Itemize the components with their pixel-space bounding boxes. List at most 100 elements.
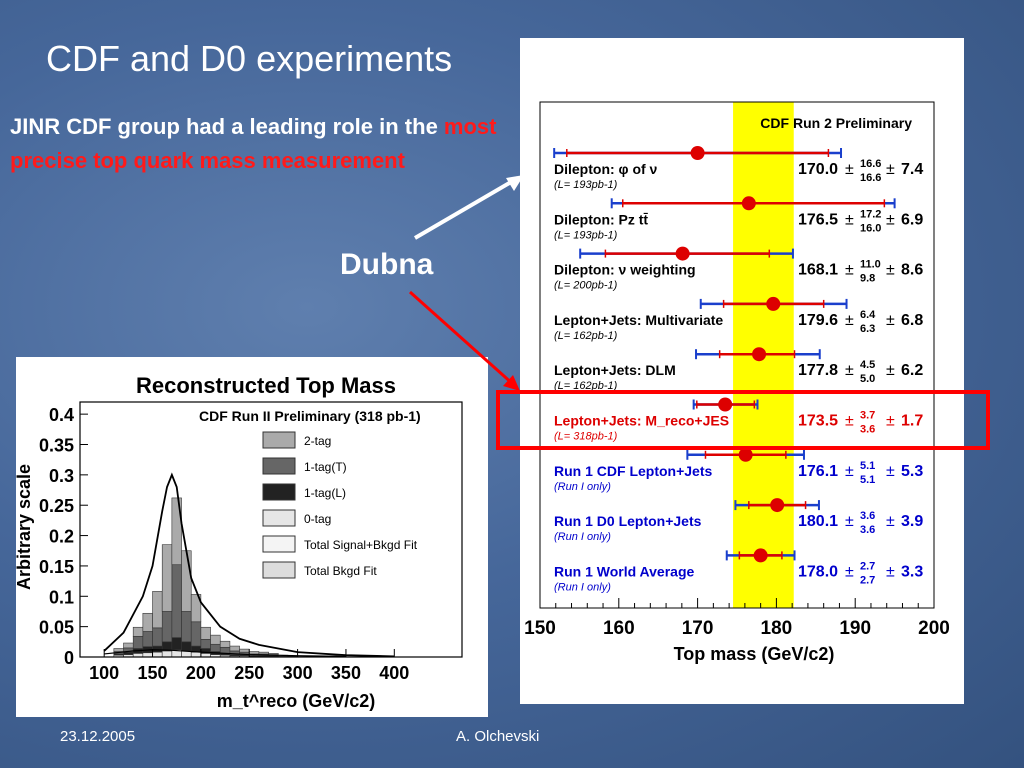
chart-title: CDF Run 2 Preliminary: [760, 115, 912, 131]
measurement-label: Lepton+Jets: DLM: [554, 362, 676, 378]
x-tick-label: 350: [331, 663, 361, 683]
plus-minus: ±: [886, 262, 895, 279]
measurement-label: Dilepton: ν weighting: [554, 262, 696, 278]
reconstructed-mass-chart: Reconstructed Top Mass CDF Run II Prelimi…: [14, 357, 488, 717]
y-axis-label: Arbitrary scale: [16, 464, 34, 590]
error-up: 3.6: [860, 510, 875, 522]
error-down: 3.6: [860, 524, 875, 536]
top-mass-summary-chart: CDF Run 2 Preliminary 150 160 170 180 190 200 T…: [520, 38, 964, 704]
plot-frame: [539, 101, 935, 609]
measurement-lumi: (L= 193pb-1): [554, 179, 618, 191]
histogram-bar-2-tag: [258, 651, 269, 655]
measurement-marker: [753, 548, 768, 563]
legend-swatch: [262, 561, 296, 579]
error-up: 11.0: [860, 259, 881, 271]
measurement-value: 176.5: [798, 211, 838, 228]
syst-error: 7.4: [901, 161, 923, 178]
plus-minus: ±: [886, 413, 895, 430]
legend-label: Total Bkgd Fit: [304, 564, 377, 578]
y-tick-label: 0.05: [39, 618, 74, 638]
measurement-lumi: (L= 162pb-1): [554, 330, 618, 342]
footer-author: A. Olchevski: [456, 728, 540, 745]
legend-swatch: [262, 457, 296, 475]
plus-minus: ±: [845, 413, 854, 430]
error-down: 9.8: [860, 273, 875, 285]
histogram-bar-2-tag: [132, 626, 144, 637]
measurement-marker: [675, 246, 690, 261]
histogram-bar-2-tag: [268, 653, 279, 655]
legend-swatch: [262, 535, 296, 553]
measurement-marker: [718, 397, 733, 412]
bkgd-fit-curve: [104, 649, 346, 657]
measurement-value: 170.0: [798, 161, 838, 178]
signal-bkgd-fit-curve: [103, 472, 395, 658]
measurement-value: 180.1: [798, 513, 838, 530]
error-down: 16.6: [860, 172, 881, 184]
legend-label: Total Signal+Bkgd Fit: [304, 538, 418, 552]
plus-minus: ±: [845, 161, 854, 178]
y-tick-label: 0.2: [49, 527, 74, 547]
measurement-marker: [690, 146, 705, 160]
legend-label: 2-tag: [304, 434, 331, 448]
histogram-subtitle: CDF Run II Preliminary (318 pb-1): [199, 408, 421, 424]
plus-minus: ±: [886, 211, 895, 228]
plus-minus: ±: [845, 211, 854, 228]
x-tick-label: 400: [379, 663, 409, 683]
syst-error: 6.8: [901, 312, 923, 329]
histogram-bar-2-tag: [190, 594, 202, 623]
syst-error: 1.7: [901, 413, 923, 430]
measurement-lumi: (L= 200pb-1): [554, 280, 618, 292]
x-axis-label: m_t^reco (GeV/c2): [217, 691, 376, 711]
x-tick-label: 200: [186, 663, 216, 683]
histogram-bar-2-tag: [219, 640, 231, 648]
error-down: 16.0: [860, 222, 881, 234]
histogram-bar-2-tag: [113, 648, 124, 652]
error-up: 5.1: [860, 460, 875, 472]
plus-minus: ±: [886, 563, 895, 580]
measurement-marker: [766, 296, 781, 311]
measurement-marker: [741, 196, 756, 211]
dubna-pointer-arrow: [409, 290, 520, 391]
slide-title: CDF and D0 experiments: [46, 38, 453, 79]
measurement-lumi: (Run I only): [554, 581, 611, 593]
measurement-label: Run 1 World Average: [554, 563, 695, 579]
error-up: 6.4: [860, 309, 876, 321]
x-tick-label: 200: [918, 618, 950, 639]
x-tick-label: 170: [682, 618, 714, 639]
x-tick-label: 100: [89, 663, 119, 683]
x-tick-label: 150: [524, 618, 556, 639]
plus-minus: ±: [886, 463, 895, 480]
x-tick-label: 150: [138, 663, 168, 683]
error-up: 4.5: [860, 359, 875, 371]
measurement-lumi: (Run I only): [554, 531, 611, 543]
measurement-marker: [738, 447, 753, 462]
error-up: 2.7: [860, 560, 875, 572]
dubna-arrow: [413, 175, 524, 240]
measurement-marker: [752, 347, 767, 362]
syst-error: 8.6: [901, 262, 923, 279]
x-axis-label: Top mass (GeV/c2): [674, 644, 835, 664]
measurement-value: 176.1: [798, 463, 838, 480]
measurement-label: Dilepton: φ of ν: [554, 161, 658, 177]
histogram-title: Reconstructed Top Mass: [136, 373, 396, 398]
histogram-bar-2-tag: [123, 642, 134, 649]
mass-histogram-svg: Reconstructed Top Mass CDF Run II Prelimi…: [14, 373, 463, 711]
plus-minus: ±: [886, 513, 895, 530]
plus-minus: ±: [845, 513, 854, 530]
plus-minus: ±: [886, 161, 895, 178]
error-down: 2.7: [860, 574, 875, 586]
measurement-lumi: (L= 193pb-1): [554, 229, 618, 241]
measurement-value: 173.5: [798, 413, 838, 430]
description-highlight: most precise top quark mass measurement: [10, 114, 497, 173]
histogram-bar-2-tag: [161, 544, 173, 612]
legend-swatch: [262, 431, 296, 449]
measurement-value: 179.6: [798, 312, 838, 329]
y-tick-label: 0.4: [49, 405, 74, 425]
error-up: 17.2: [860, 208, 881, 220]
x-tick-label: 180: [761, 618, 793, 639]
syst-error: 3.3: [901, 563, 923, 580]
measurement-label: Lepton+Jets: Multivariate: [554, 312, 723, 328]
y-tick-label: 0: [64, 648, 74, 668]
error-up: 3.7: [860, 410, 875, 422]
